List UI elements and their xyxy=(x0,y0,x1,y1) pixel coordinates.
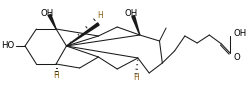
Polygon shape xyxy=(66,23,99,46)
Text: OH: OH xyxy=(40,9,53,18)
Polygon shape xyxy=(132,15,140,35)
Text: H: H xyxy=(97,11,103,20)
Text: H: H xyxy=(53,71,59,80)
Text: O: O xyxy=(234,53,241,62)
Text: H: H xyxy=(133,73,139,82)
Text: OH: OH xyxy=(234,28,247,37)
Text: OH: OH xyxy=(125,9,138,18)
Polygon shape xyxy=(48,14,56,29)
Text: HO: HO xyxy=(1,41,15,51)
